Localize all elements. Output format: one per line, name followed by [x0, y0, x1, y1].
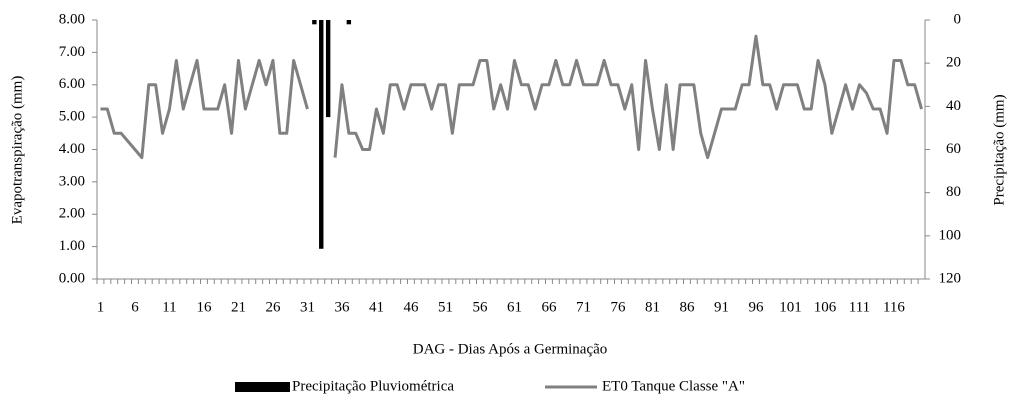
x-tick-label: 81 [645, 299, 660, 315]
x-tick-label: 116 [883, 299, 905, 315]
x-tick-label: 71 [576, 299, 591, 315]
bar [319, 20, 324, 249]
x-tick-label: 41 [369, 299, 384, 315]
x-tick-label: 96 [748, 299, 764, 315]
y2-tick-label: 0 [954, 11, 962, 27]
legend-label: Precipitação Pluviométrica [292, 378, 454, 394]
x-tick-label: 86 [679, 299, 695, 315]
x-tick-label: 11 [162, 299, 176, 315]
x-tick-label: 51 [438, 299, 453, 315]
x-axis-title: DAG - Dias Após a Germinação [413, 341, 608, 357]
y2-tick-label: 80 [946, 184, 961, 200]
y2-tick-label: 120 [939, 270, 962, 286]
y2-axis-title: Precipitação (mm) [991, 94, 1007, 205]
y-tick-label: 3.00 [59, 173, 85, 189]
x-tick-label: 21 [231, 299, 246, 315]
legend-label: ET0 Tanque Classe "A" [602, 378, 745, 394]
x-tick-label: 76 [610, 299, 626, 315]
bar [325, 20, 331, 118]
y-axis-title: Evapotranspiração (mm) [9, 76, 25, 225]
x-tick-label: 111 [849, 299, 870, 315]
x-tick-label: 91 [714, 299, 729, 315]
y-tick-label: 2.00 [59, 206, 85, 222]
y2-tick-label: 20 [946, 55, 961, 71]
x-tick-label: 6 [131, 299, 139, 315]
bar [346, 20, 352, 25]
y-tick-label: 8.00 [59, 11, 85, 27]
line [100, 34, 923, 160]
y-tick-label: 0.00 [59, 270, 85, 286]
x-tick-label: 31 [300, 299, 315, 315]
y2-tick-label: 40 [946, 98, 961, 114]
y-tick-label: 7.00 [59, 44, 85, 60]
bar [312, 20, 317, 25]
y-tick-label: 6.00 [59, 76, 85, 92]
legend-swatch [235, 382, 290, 392]
x-tick-label: 1 [97, 299, 105, 315]
y-tick-label: 1.00 [59, 238, 85, 254]
x-tick-label: 101 [779, 299, 802, 315]
y2-tick-label: 100 [939, 227, 962, 243]
x-tick-label: 36 [334, 299, 350, 315]
x-tick-label: 56 [472, 299, 488, 315]
y2-tick-label: 60 [946, 141, 961, 157]
y-tick-label: 4.00 [59, 141, 85, 157]
x-tick-label: 61 [507, 299, 522, 315]
y-tick-label: 5.00 [59, 109, 85, 125]
x-tick-label: 106 [814, 299, 837, 315]
x-tick-label: 66 [541, 299, 557, 315]
x-tick-label: 26 [265, 299, 281, 315]
x-tick-label: 16 [196, 299, 212, 315]
x-tick-label: 46 [403, 299, 419, 315]
